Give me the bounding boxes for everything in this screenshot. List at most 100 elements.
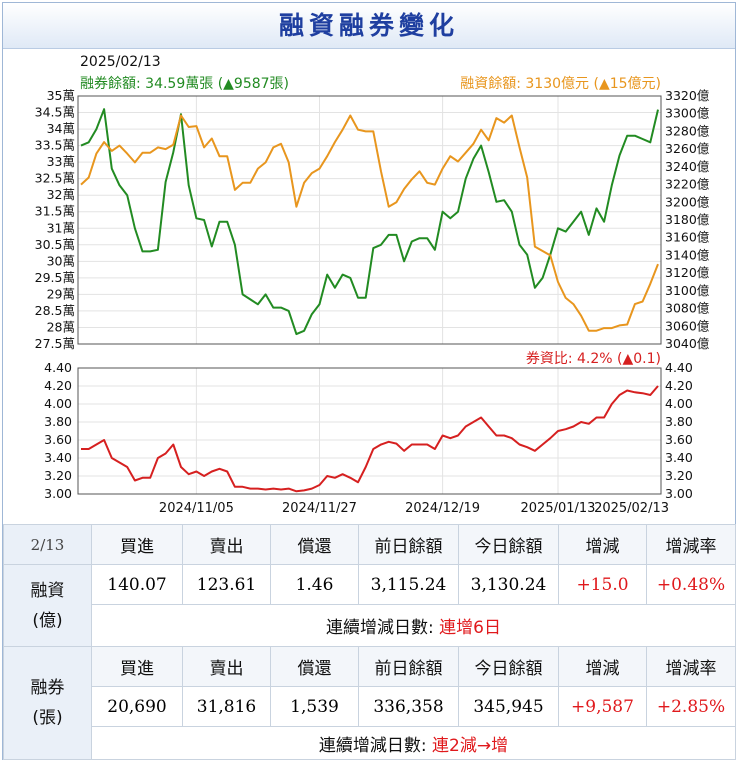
left-tick-label: 33萬 bbox=[47, 154, 75, 169]
left-tick-label: 34萬 bbox=[47, 121, 75, 136]
right-tick-label: 3160億 bbox=[665, 230, 710, 245]
ratio-right-tick-label: 4.40 bbox=[665, 360, 693, 375]
series-lines bbox=[80, 108, 659, 493]
x-tick-label: 2024/11/05 bbox=[159, 501, 234, 516]
short-balance-line bbox=[80, 108, 659, 336]
ratio-right-tick-label: 4.20 bbox=[665, 378, 693, 393]
left-tick-label: 30萬 bbox=[47, 253, 75, 268]
margin-short-table: 2/13 買進 賣出 償還 前日餘額 今日餘額 增減 增減率 融資 (億) 14… bbox=[3, 524, 736, 760]
col-prev-balance: 前日餘額 bbox=[358, 524, 459, 565]
right-tick-label: 3040億 bbox=[665, 336, 710, 351]
left-tick-label: 27.5萬 bbox=[35, 336, 75, 351]
margin-change: +15.0 bbox=[558, 564, 647, 605]
right-tick-label: 3240億 bbox=[665, 159, 710, 174]
ratio-left-tick-label: 3.20 bbox=[44, 468, 72, 483]
right-tick-label: 3080億 bbox=[665, 301, 710, 316]
short-prev-balance: 336,358 bbox=[358, 686, 459, 727]
ratio-left-tick-label: 3.80 bbox=[44, 414, 72, 429]
short-label-unit: (張) bbox=[32, 708, 63, 728]
ratio-right-tick-label: 3.60 bbox=[665, 432, 693, 447]
main-chart-grid bbox=[78, 96, 661, 344]
ratio-plot-border bbox=[77, 367, 662, 495]
col-buy: 買進 bbox=[91, 524, 183, 565]
short-balance-label: 融券餘額: 34.59萬張 (▲9587張) bbox=[80, 75, 289, 92]
ratio-right-tick-label: 3.80 bbox=[665, 414, 693, 429]
ratio-line bbox=[81, 385, 659, 493]
chart-date: 2025/02/13 bbox=[80, 54, 161, 70]
col-repay: 償還 bbox=[270, 524, 359, 565]
col-today-balance: 今日餘額 bbox=[458, 524, 559, 565]
left-tick-label: 32萬 bbox=[47, 187, 75, 202]
ratio-left-tick-label: 3.60 bbox=[44, 432, 72, 447]
right-tick-label: 3120億 bbox=[665, 265, 710, 280]
x-axis-ticks: 2024/11/05 2024/11/27 2024/12/19 2025/01/13… bbox=[159, 501, 669, 516]
short-col-sell: 賣出 bbox=[182, 646, 271, 687]
left-tick-label: 30.5萬 bbox=[35, 237, 75, 252]
table-date: 2/13 bbox=[3, 524, 92, 565]
short-values-row: 20,690 31,816 1,539 336,358 345,945 +9,5… bbox=[4, 686, 736, 727]
ratio-right-tick-label: 3.40 bbox=[665, 450, 693, 465]
short-change-rate: +2.85% bbox=[646, 686, 736, 727]
ratio-left-ticks: 4.40 4.20 4.00 3.80 3.60 3.40 3.20 3.00 bbox=[44, 360, 72, 501]
margin-row-label: 融資 (億) bbox=[3, 564, 92, 647]
ratio-left-tick-label: 4.00 bbox=[44, 396, 72, 411]
left-tick-label: 35萬 bbox=[47, 88, 75, 103]
short-col-change: 增減 bbox=[558, 646, 647, 687]
left-tick-label: 28.5萬 bbox=[35, 303, 75, 318]
short-repay: 1,539 bbox=[270, 686, 359, 727]
margin-streak-label: 連續增減日數: bbox=[326, 618, 434, 638]
margin-header-row: 2/13 買進 賣出 償還 前日餘額 今日餘額 增減 增減率 bbox=[3, 524, 736, 565]
margin-sell: 123.61 bbox=[182, 564, 271, 605]
margin-repay: 1.46 bbox=[270, 564, 359, 605]
right-tick-label: 3260億 bbox=[665, 141, 710, 156]
short-change: +9,587 bbox=[558, 686, 647, 727]
margin-balance-line bbox=[80, 114, 659, 332]
ratio-left-tick-label: 4.40 bbox=[44, 360, 72, 375]
left-tick-label: 33.5萬 bbox=[35, 138, 75, 153]
margin-change-rate: +0.48% bbox=[646, 564, 736, 605]
short-sell: 31,816 bbox=[182, 686, 271, 727]
short-col-buy: 買進 bbox=[91, 646, 183, 687]
left-tick-label: 32.5萬 bbox=[35, 171, 75, 186]
short-label-name: 融券 bbox=[30, 678, 65, 698]
right-tick-label: 3300億 bbox=[665, 106, 710, 121]
ratio-left-tick-label: 3.40 bbox=[44, 450, 72, 465]
margin-streak: 連續增減日數: 連增6日 bbox=[91, 604, 736, 647]
left-tick-label: 28萬 bbox=[47, 319, 75, 334]
col-sell: 賣出 bbox=[182, 524, 271, 565]
short-col-today-balance: 今日餘額 bbox=[458, 646, 559, 687]
x-tick-label: 2025/01/13 bbox=[521, 501, 596, 516]
right-tick-label: 3140億 bbox=[665, 247, 710, 262]
short-col-prev-balance: 前日餘額 bbox=[358, 646, 459, 687]
left-tick-label: 31萬 bbox=[47, 220, 75, 235]
ratio-label: 券資比: 4.2% (▲0.1) bbox=[526, 351, 661, 367]
margin-buy: 140.07 bbox=[91, 564, 183, 605]
short-col-repay: 償還 bbox=[270, 646, 359, 687]
right-tick-label: 3280億 bbox=[665, 123, 710, 138]
short-streak-row: 連續增減日數: 連2減→增 bbox=[4, 726, 736, 760]
ratio-chart-grid bbox=[78, 368, 661, 494]
short-header-row: 融券 (張) 買進 賣出 償還 前日餘額 今日餘額 增減 增減率 bbox=[3, 646, 736, 760]
margin-streak-row: 連續增減日數: 連增6日 bbox=[4, 604, 736, 647]
main-plot-border bbox=[77, 95, 662, 345]
ratio-right-tick-label: 3.20 bbox=[665, 468, 693, 483]
left-tick-label: 31.5萬 bbox=[35, 204, 75, 219]
left-tick-label: 29萬 bbox=[47, 286, 75, 301]
right-tick-label: 3100億 bbox=[665, 283, 710, 298]
ratio-left-tick-label: 3.00 bbox=[44, 486, 72, 501]
short-today-balance: 345,945 bbox=[458, 686, 559, 727]
x-tick-label: 2025/02/13 bbox=[594, 501, 669, 516]
margin-streak-value: 連增6日 bbox=[439, 618, 501, 638]
short-col-change-rate: 增減率 bbox=[646, 646, 736, 687]
right-axis-ticks: 3320億 3300億 3280億 3260億 3240億 3220億 3200億 3180億… bbox=[665, 88, 710, 351]
short-streak: 連續增減日數: 連2減→增 bbox=[91, 726, 736, 760]
page-title: 融資融券變化 bbox=[3, 3, 735, 49]
ratio-right-tick-label: 4.00 bbox=[665, 396, 693, 411]
margin-label-name: 融資 bbox=[30, 580, 65, 601]
short-streak-label: 連續增減日數: bbox=[318, 735, 427, 756]
x-tick-label: 2024/12/19 bbox=[405, 501, 480, 516]
short-buy: 20,690 bbox=[91, 686, 183, 727]
margin-balance-label: 融資餘額: 3130億元 (▲15億元) bbox=[460, 75, 661, 92]
